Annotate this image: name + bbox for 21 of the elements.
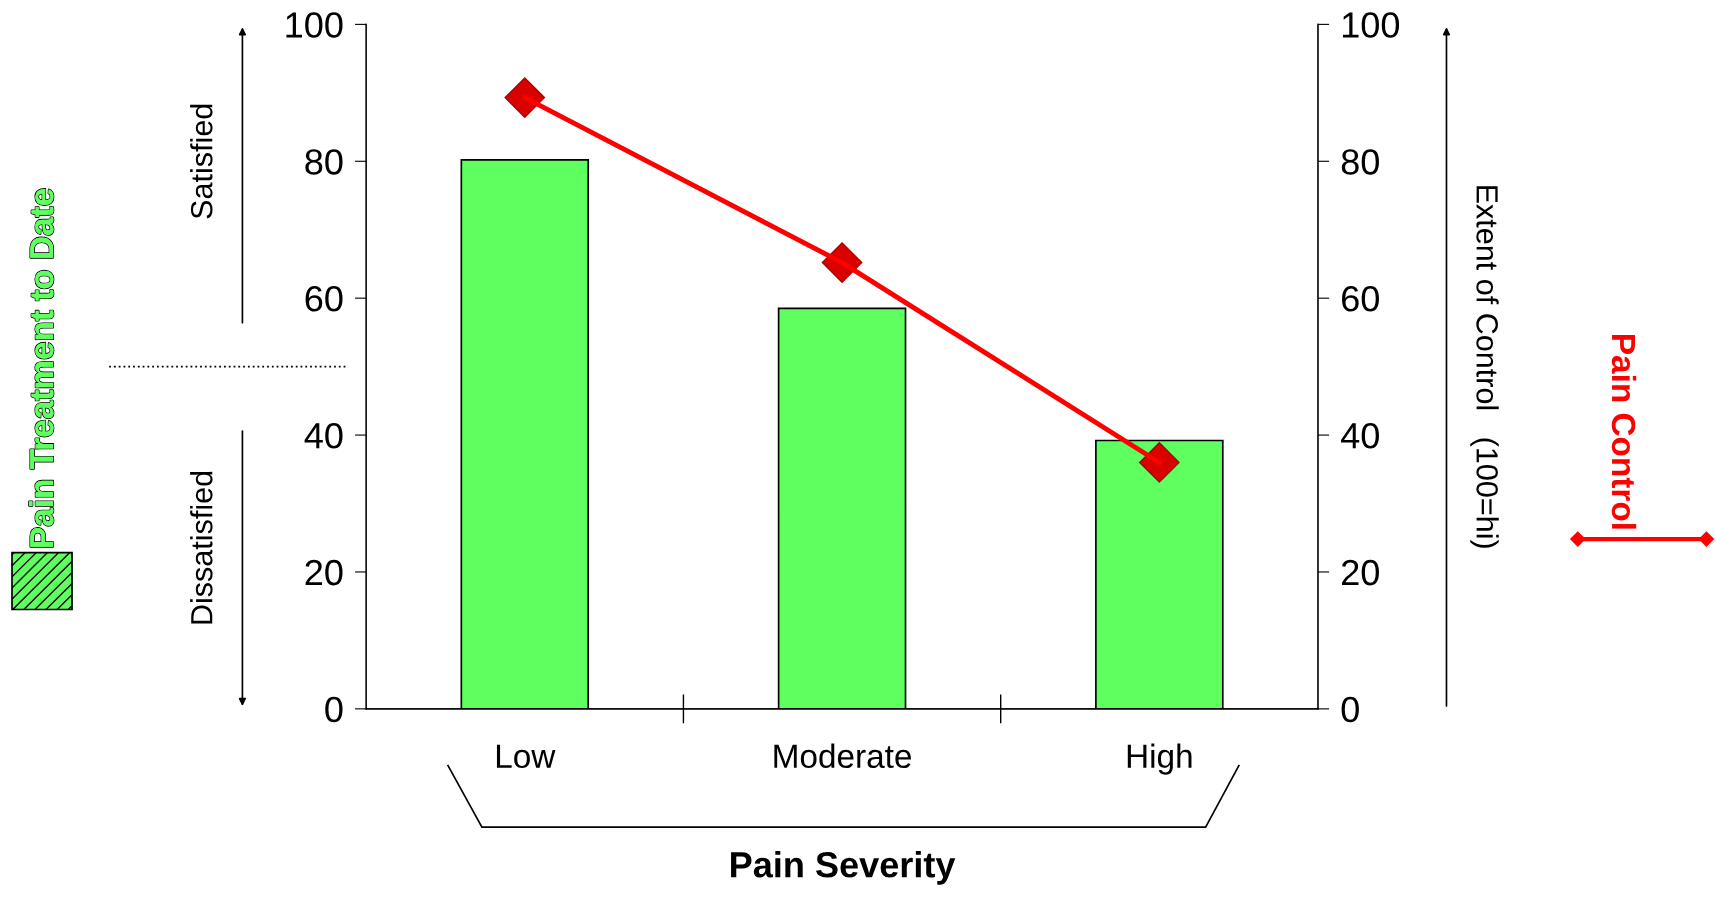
y2-tick-label: 100	[1342, 12, 1400, 38]
x-tick-label: Moderate	[774, 743, 911, 769]
x-axis-title: Pain Severity	[731, 851, 956, 885]
x-tick-label: High	[1127, 743, 1192, 775]
y-tick-label: 0	[325, 696, 343, 723]
y-tick-label: 60	[305, 286, 343, 312]
y-tick-label: 100	[286, 12, 343, 38]
y-tick-label: 20	[305, 559, 343, 586]
text: Pain Control	[1611, 335, 1637, 529]
y-tick-label: 40	[304, 422, 343, 449]
text: Satisfied	[190, 104, 213, 219]
text: Pain Treatment to Date	[29, 188, 54, 547]
y-tick-label: 80	[305, 149, 343, 175]
y2-tick-label: 20	[1342, 559, 1379, 586]
y2-tick-label: 60	[1342, 286, 1379, 312]
y2-tick-label: 40	[1341, 422, 1379, 449]
y2-axis-title: Extent of Control (100=hi)	[1470, 186, 1499, 548]
text: Dissatisfied	[190, 471, 213, 624]
y2-tick-label: 80	[1341, 149, 1379, 175]
x-tick-label: Low	[496, 744, 556, 769]
y2-tick-label: 0	[1341, 696, 1359, 723]
